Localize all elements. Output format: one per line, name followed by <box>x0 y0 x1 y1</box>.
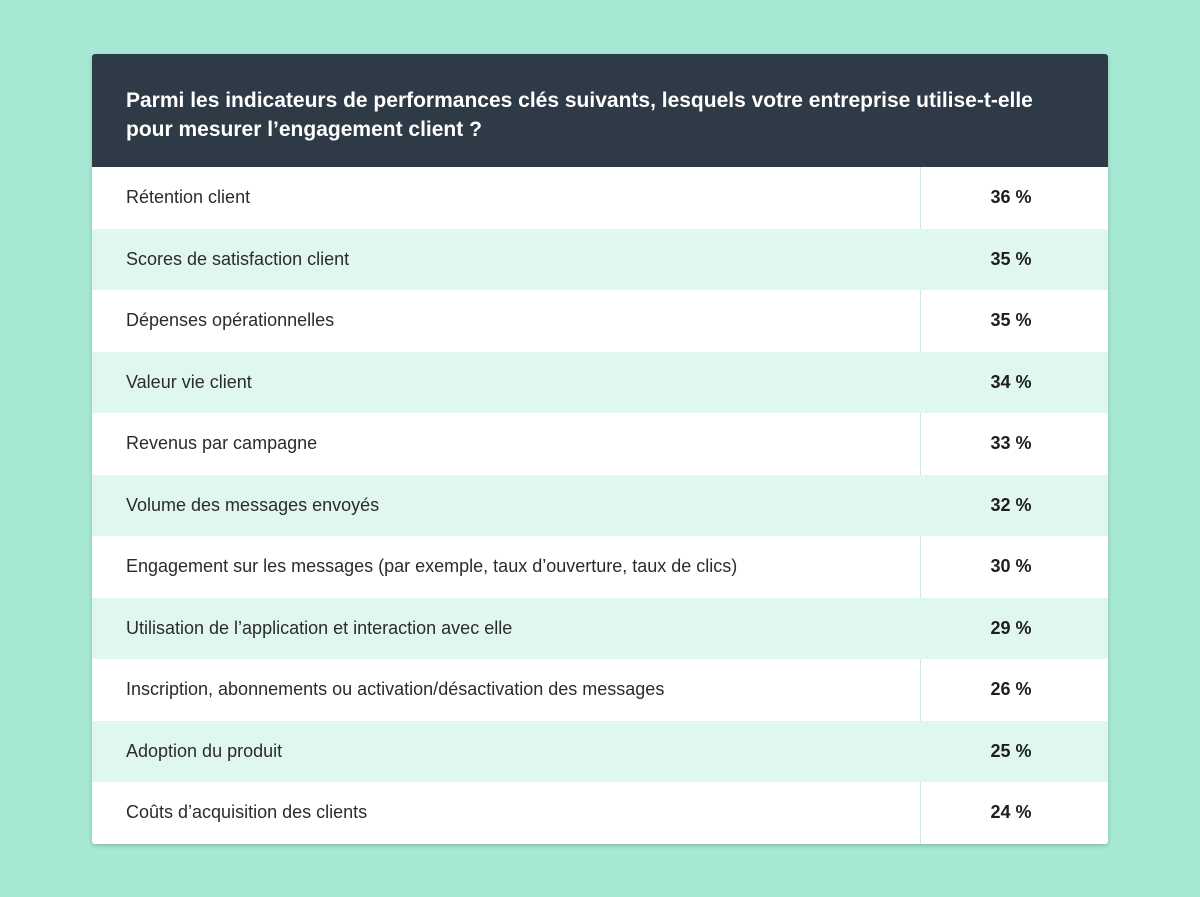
row-label: Coûts d’acquisition des clients <box>126 802 368 823</box>
table-row: Adoption du produit 25 % <box>92 720 1108 782</box>
row-label: Engagement sur les messages (par exemple… <box>126 556 738 577</box>
row-label: Revenus par campagne <box>126 433 318 454</box>
row-label: Adoption du produit <box>126 740 283 761</box>
table-body: Rétention client 36 % Scores de satisfacti… <box>92 167 1108 844</box>
row-value: 36 % <box>990 187 1032 208</box>
row-value: 35 % <box>990 310 1032 331</box>
row-label: Inscription, abonnements ou activation/d… <box>126 679 665 700</box>
row-value: 24 % <box>990 802 1032 823</box>
table-row: Scores de satisfaction client 35 % <box>92 228 1108 290</box>
row-label: Dépenses opérationnelles <box>126 310 335 331</box>
row-label: Rétention client <box>126 187 251 208</box>
row-value: 29 % <box>990 617 1032 638</box>
row-value: 32 % <box>990 494 1032 515</box>
row-value: 26 % <box>990 679 1032 700</box>
row-value: 33 % <box>990 433 1032 454</box>
row-label: Scores de satisfaction client <box>126 248 350 269</box>
row-value: 30 % <box>990 556 1032 577</box>
survey-table-card: Parmi les indicateurs de performances cl… <box>92 54 1108 844</box>
row-value: 34 % <box>990 371 1032 392</box>
row-label: Volume des messages envoyés <box>126 494 380 515</box>
row-value: 35 % <box>990 248 1032 269</box>
table-row: Rétention client 36 % <box>92 167 1108 229</box>
table-row: Valeur vie client 34 % <box>92 351 1108 413</box>
row-value: 25 % <box>990 740 1032 761</box>
table-row: Inscription, abonnements ou activation/d… <box>92 659 1108 721</box>
table-row: Dépenses opérationnelles 35 % <box>92 290 1108 352</box>
table-row: Revenus par campagne 33 % <box>92 413 1108 475</box>
table-title: Parmi les indicateurs de performances cl… <box>92 54 1108 167</box>
table-row: Utilisation de l’application et interact… <box>92 597 1108 659</box>
table-row: Engagement sur les messages (par exemple… <box>92 536 1108 598</box>
row-label: Valeur vie client <box>126 371 252 392</box>
table-row: Coûts d’acquisition des clients 24 % <box>92 782 1108 844</box>
table-row: Volume des messages envoyés 32 % <box>92 474 1108 536</box>
row-label: Utilisation de l’application et interact… <box>126 617 513 638</box>
